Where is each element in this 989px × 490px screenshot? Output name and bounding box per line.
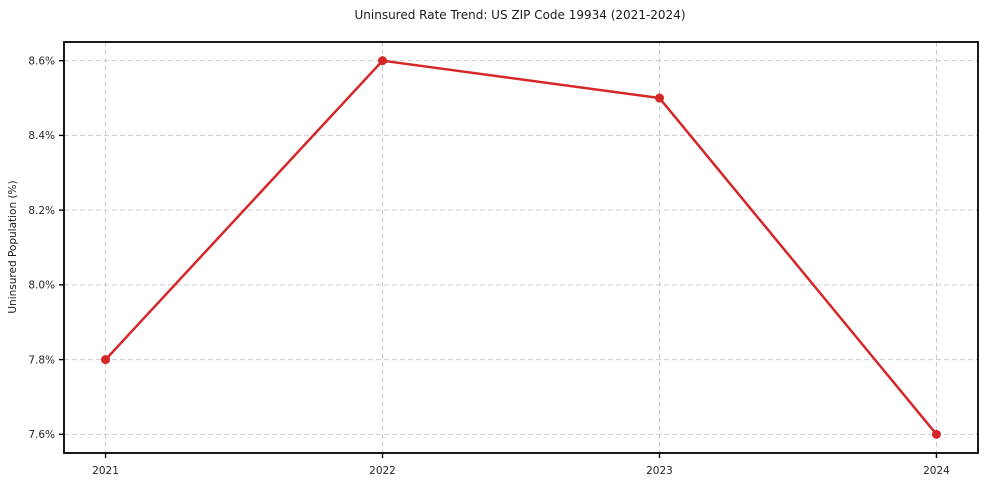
plot-border (63, 41, 979, 454)
data-point-marker (931, 429, 941, 439)
y-tick-label: 8.4% (28, 130, 55, 142)
y-tick-label: 8.6% (28, 55, 55, 67)
axis-ticks: 7.6% 7.8% 8.0% 8.2% 8.4% 8.6% 2021 2022 2023 2024 (28, 55, 950, 477)
chart-title: Uninsured Rate Trend: US ZIP Code 19934 … (354, 8, 685, 22)
x-tick-label: 2024 (923, 465, 950, 477)
data-point-marker (101, 355, 111, 365)
x-tick-label: 2021 (92, 465, 119, 477)
x-tick-label: 2023 (646, 465, 673, 477)
y-tick-label: 8.2% (28, 205, 55, 217)
x-tick-label: 2022 (369, 465, 396, 477)
trend-line (104, 59, 938, 436)
y-tick-label: 7.6% (28, 429, 55, 441)
y-axis-label: Uninsured Population (%) (7, 180, 19, 313)
gridlines (64, 42, 978, 453)
data-point-marker (378, 56, 388, 66)
y-tick-label: 8.0% (28, 280, 55, 292)
series-layer (101, 56, 941, 439)
y-tick-label: 7.8% (28, 354, 55, 366)
data-point-marker (654, 93, 664, 103)
